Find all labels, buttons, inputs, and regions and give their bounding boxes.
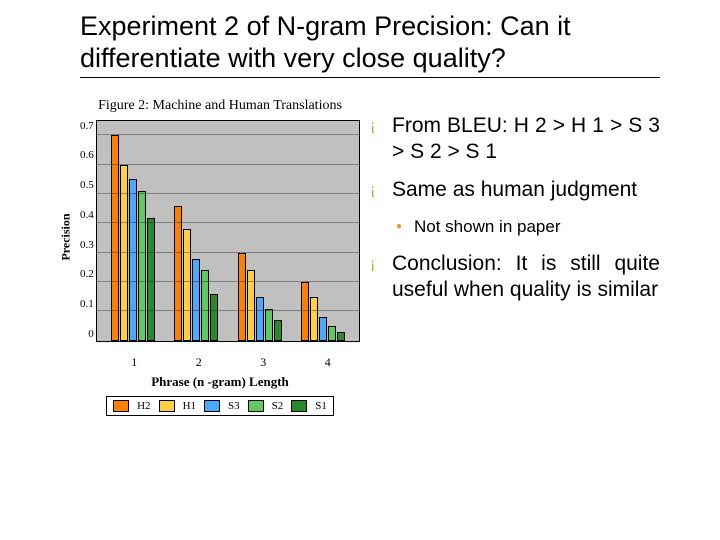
legend-swatch bbox=[248, 400, 264, 412]
bar-group-4 bbox=[291, 121, 355, 341]
bullet-1: From BLEU: H 2 > H 1 > S 3 > S 2 > S 1 bbox=[370, 113, 660, 166]
chart-legend: H2 H1 S3 S2 S1 bbox=[106, 396, 334, 416]
bullet-2a: Not shown in paper bbox=[370, 216, 660, 237]
y-axis-ticks: 0.70.60.50.40.30.20.10 bbox=[80, 120, 96, 340]
bar bbox=[147, 218, 155, 341]
legend-swatch bbox=[113, 400, 129, 412]
legend-label: H1 bbox=[183, 400, 196, 412]
figure-panel: Figure 2: Machine and Human Translations… bbox=[80, 98, 360, 416]
bar bbox=[138, 191, 146, 341]
bar bbox=[174, 206, 182, 341]
bar-chart: Precision 0.70.60.50.40.30.20.10 bbox=[80, 120, 360, 355]
bar bbox=[183, 229, 191, 340]
bar bbox=[129, 179, 137, 340]
legend-swatch bbox=[159, 400, 175, 412]
legend-swatch bbox=[204, 400, 220, 412]
bar bbox=[192, 259, 200, 341]
bar bbox=[265, 309, 273, 341]
legend-swatch bbox=[291, 400, 307, 412]
x-axis-ticks: 1234 bbox=[102, 355, 360, 370]
bullet-3: Conclusion: It is still quite useful whe… bbox=[370, 251, 660, 304]
text-panel: From BLEU: H 2 > H 1 > S 3 > S 2 > S 1 S… bbox=[370, 98, 660, 416]
bullet-2: Same as human judgment bbox=[370, 177, 660, 203]
legend-label: S1 bbox=[315, 400, 327, 412]
bar bbox=[310, 297, 318, 341]
bar-group-3 bbox=[228, 121, 292, 341]
bar-group-2 bbox=[164, 121, 228, 341]
plot-area bbox=[96, 120, 360, 342]
legend-label: S2 bbox=[272, 400, 284, 412]
bar bbox=[210, 294, 218, 341]
bar bbox=[337, 332, 345, 341]
legend-label: S3 bbox=[228, 400, 240, 412]
bar bbox=[274, 320, 282, 341]
x-axis-label: Phrase (n -gram) Length bbox=[80, 374, 360, 390]
bar bbox=[238, 253, 246, 341]
bar bbox=[120, 165, 128, 341]
bar bbox=[256, 297, 264, 341]
bar-group-1 bbox=[101, 121, 165, 341]
bar bbox=[328, 326, 336, 341]
legend-label: H2 bbox=[137, 400, 150, 412]
y-axis-label: Precision bbox=[59, 214, 74, 261]
slide-title: Experiment 2 of N-gram Precision: Can it… bbox=[80, 10, 660, 78]
bar bbox=[301, 282, 309, 341]
bar bbox=[319, 317, 327, 340]
figure-caption: Figure 2: Machine and Human Translations bbox=[80, 98, 360, 114]
